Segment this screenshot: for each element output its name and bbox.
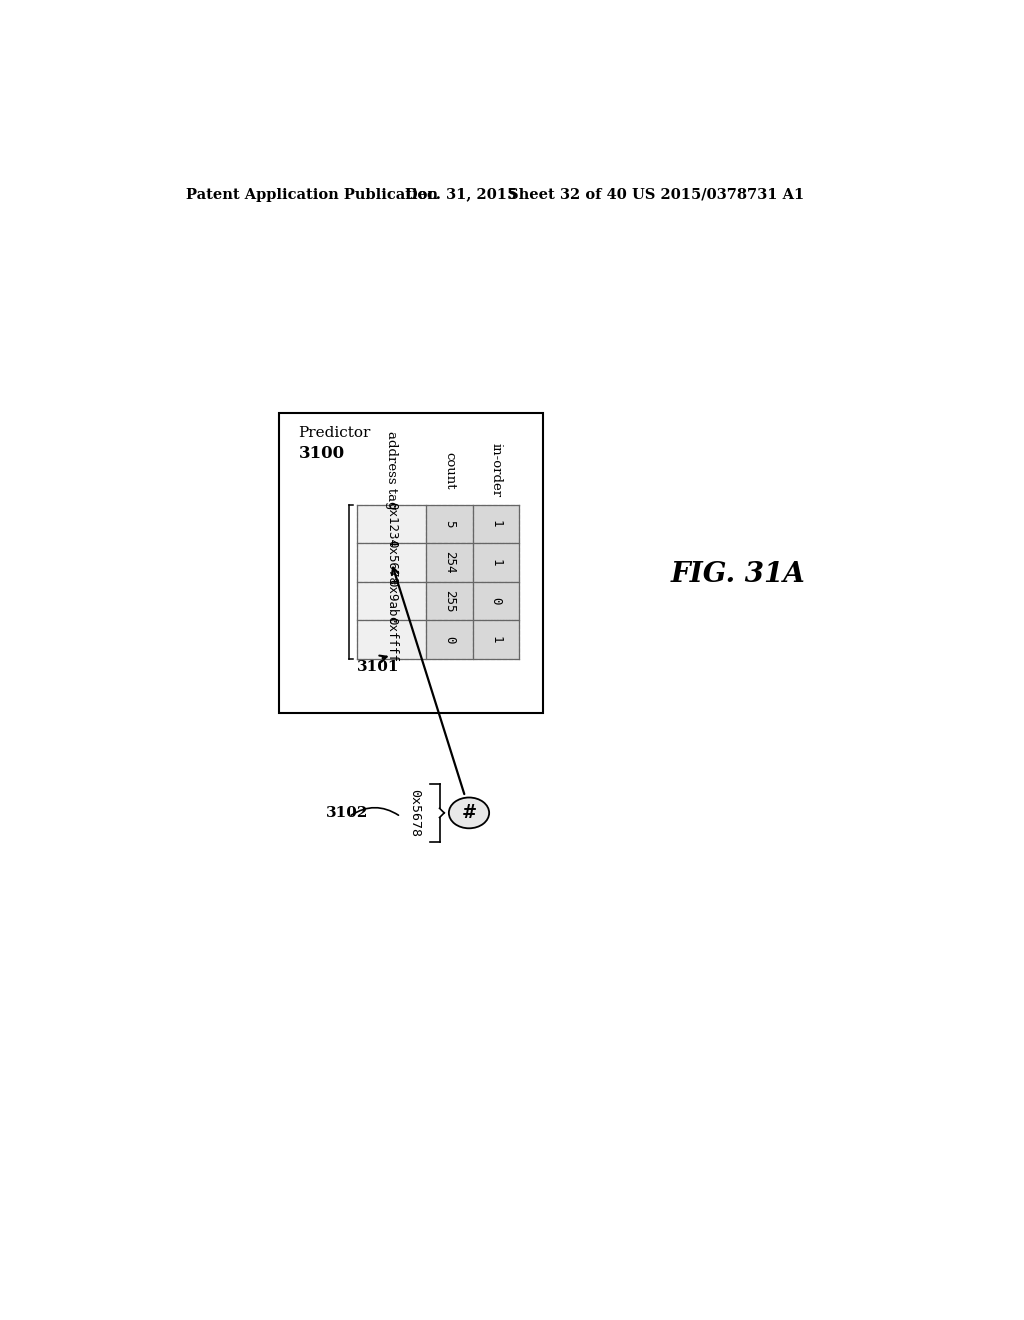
Bar: [426, 544, 473, 582]
Text: FIG. 31A: FIG. 31A: [671, 561, 805, 587]
Text: 3100: 3100: [299, 445, 345, 462]
Bar: [473, 582, 519, 620]
Text: 0x5678: 0x5678: [385, 540, 398, 585]
Bar: [426, 620, 473, 659]
Text: Dec. 31, 2015: Dec. 31, 2015: [406, 187, 518, 202]
Bar: [426, 506, 473, 544]
Bar: [356, 582, 426, 620]
Text: 0xffff: 0xffff: [385, 618, 398, 663]
Bar: [356, 506, 426, 544]
Text: 1: 1: [489, 520, 503, 528]
Text: 0x5678: 0x5678: [409, 789, 421, 837]
Text: #: #: [462, 804, 476, 822]
Bar: [356, 544, 426, 582]
Text: Patent Application Publication: Patent Application Publication: [186, 187, 438, 202]
Text: 0x9abc: 0x9abc: [385, 578, 398, 623]
Text: 0x1234: 0x1234: [385, 502, 398, 546]
Text: 1: 1: [489, 558, 503, 566]
Text: 3102: 3102: [326, 807, 368, 820]
Text: 1: 1: [489, 636, 503, 643]
Text: 255: 255: [443, 590, 456, 612]
Text: 0: 0: [443, 636, 456, 643]
Bar: [473, 620, 519, 659]
Text: count: count: [443, 451, 456, 488]
Text: 3101: 3101: [356, 660, 399, 673]
Text: Sheet 32 of 40: Sheet 32 of 40: [508, 187, 627, 202]
Text: Predictor: Predictor: [299, 426, 371, 441]
Text: 5: 5: [443, 520, 456, 528]
Bar: [473, 506, 519, 544]
Bar: [426, 582, 473, 620]
Text: 254: 254: [443, 552, 456, 574]
Ellipse shape: [449, 797, 489, 829]
Bar: [280, 413, 543, 713]
Text: in-order: in-order: [489, 444, 503, 498]
Bar: [473, 544, 519, 582]
Text: address tag: address tag: [385, 430, 398, 510]
Text: 0: 0: [489, 598, 503, 605]
Bar: [356, 620, 426, 659]
Text: US 2015/0378731 A1: US 2015/0378731 A1: [632, 187, 804, 202]
